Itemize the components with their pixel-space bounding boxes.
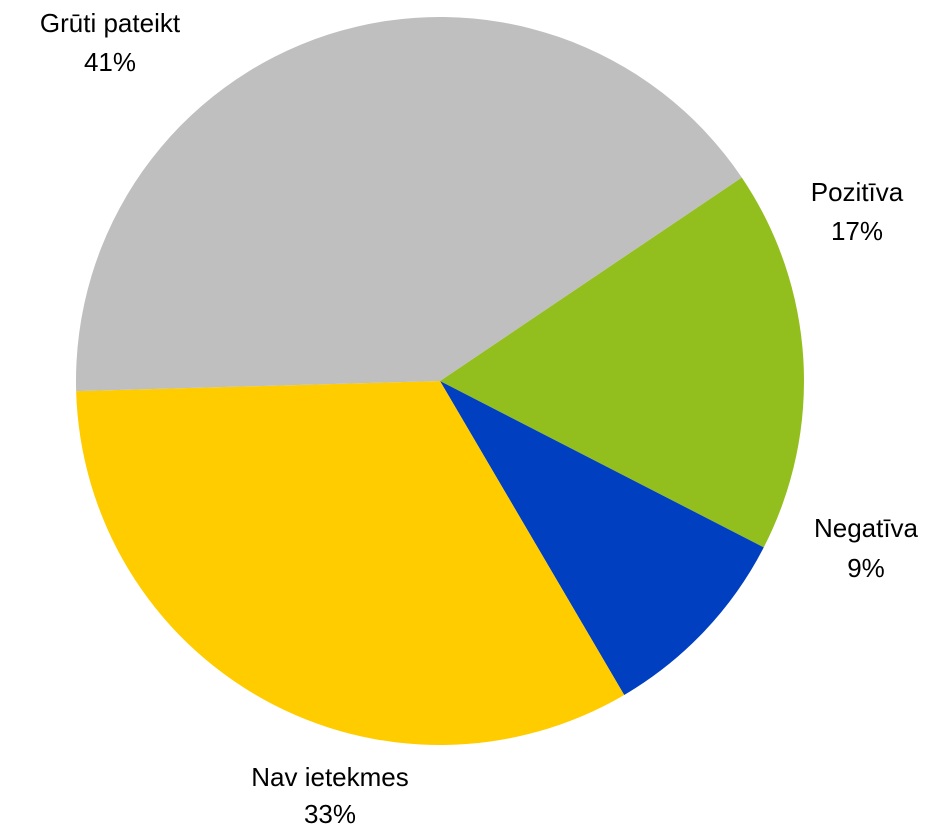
slice-value-gruti-pateikt: 41% xyxy=(84,47,136,77)
pie-slices xyxy=(75,16,805,745)
pie-slice-pozitiva xyxy=(440,177,805,548)
slice-value-negativa: 9% xyxy=(847,553,885,583)
slice-label-negativa: Negatīva xyxy=(814,513,919,543)
slice-label-pozitiva: Pozitīva xyxy=(811,177,904,207)
pie-slice-nav-ietekmes xyxy=(76,381,625,745)
pie-slice-negativa xyxy=(440,381,764,695)
label-nav-ietekmes: Nav ietekmes 33% xyxy=(251,762,409,829)
slice-label-gruti-pateikt: Grūti pateikt xyxy=(40,8,181,38)
label-negativa: Negatīva 9% xyxy=(814,513,919,583)
slice-label-nav-ietekmes: Nav ietekmes xyxy=(251,762,409,792)
label-gruti-pateikt: Grūti pateikt 41% xyxy=(40,8,181,77)
slice-value-nav-ietekmes: 33% xyxy=(304,799,356,829)
pie-slice-gruti-pateikt xyxy=(75,16,742,392)
label-pozitiva: Pozitīva 17% xyxy=(811,177,904,246)
slice-value-pozitiva: 17% xyxy=(831,216,883,246)
